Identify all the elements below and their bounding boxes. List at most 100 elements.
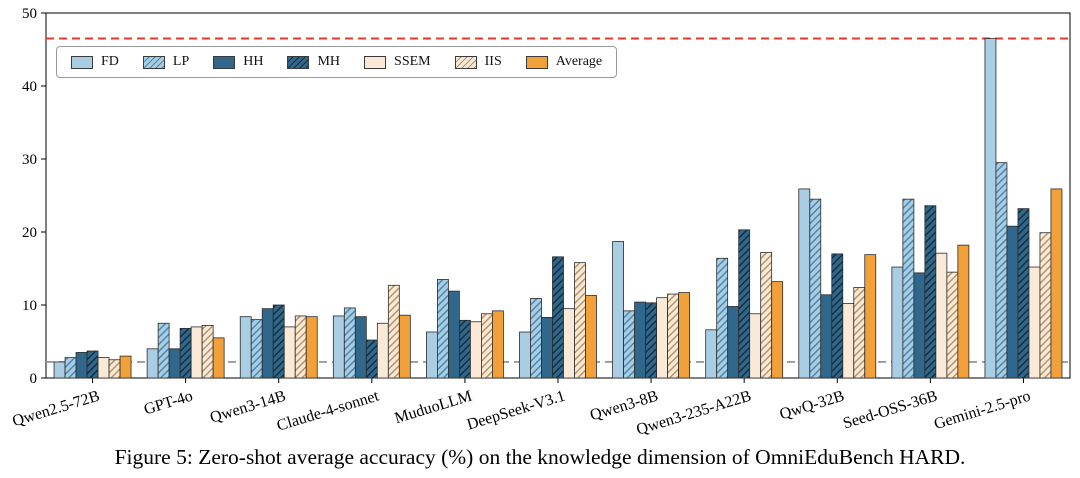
- bar-SSEM: [656, 297, 668, 379]
- bar-LP: [157, 322, 170, 379]
- bar-FD: [332, 315, 345, 379]
- bar-FD: [891, 266, 904, 379]
- bar-IIS: [946, 271, 959, 379]
- bar-Average: [492, 310, 504, 379]
- bar-LP: [716, 257, 729, 379]
- legend-label: IIS: [484, 54, 502, 69]
- bar-MH: [552, 256, 564, 379]
- bar-LP: [250, 319, 263, 379]
- bar-MH: [272, 304, 285, 379]
- legend-item-Average: Average: [525, 54, 603, 70]
- x-tick-label: DeepSeek-V3.1: [465, 388, 567, 434]
- bar-LP: [343, 307, 356, 379]
- bar-Average: [305, 316, 318, 379]
- bar-HH: [261, 308, 274, 379]
- y-tick-label: 30: [22, 152, 37, 168]
- x-tick-label: GPT-4o: [142, 388, 195, 419]
- legend-label: HH: [243, 54, 264, 69]
- bar-Average: [212, 337, 225, 379]
- y-tick-label: 20: [22, 225, 37, 241]
- bar-SSEM: [842, 303, 855, 379]
- bar-IIS: [853, 287, 866, 379]
- legend-item-IIS: IIS: [454, 54, 502, 70]
- bar-IIS: [760, 252, 773, 379]
- bar-Average: [585, 295, 597, 379]
- legend-swatch-Average: [525, 55, 548, 69]
- bar-LP: [64, 357, 77, 379]
- bar-IIS: [574, 262, 586, 379]
- bar-LP: [809, 198, 822, 379]
- bar-Average: [1050, 188, 1063, 379]
- bar-FD: [426, 331, 438, 379]
- legend-label: SSEM: [394, 54, 431, 69]
- bar-HH: [354, 316, 367, 379]
- bar-IIS: [108, 359, 121, 379]
- bar-FD: [798, 188, 811, 379]
- legend-item-LP: LP: [142, 54, 190, 70]
- bar-MH: [738, 229, 751, 379]
- x-tick-label: Qwen2.5-72B: [10, 388, 101, 431]
- legend: FD LP HH MH SSEM IIS Average: [56, 46, 618, 78]
- bar-LP: [995, 162, 1008, 379]
- x-tick-label: QwQ-32B: [778, 388, 847, 424]
- legend-label: MH: [317, 54, 341, 69]
- bar-SSEM: [935, 252, 948, 379]
- legend-item-SSEM: SSEM: [364, 54, 431, 70]
- bar-MH: [645, 302, 657, 379]
- legend-swatch-IIS: [454, 55, 477, 69]
- legend-label: Average: [555, 54, 603, 69]
- bar-HH: [913, 272, 926, 379]
- bar-MH: [831, 253, 844, 379]
- bar-FD: [984, 38, 997, 379]
- legend-label: FD: [101, 54, 119, 69]
- bar-HH: [1006, 225, 1019, 379]
- bar-MH: [459, 319, 471, 379]
- bar-FD: [612, 241, 624, 379]
- y-tick-label: 50: [22, 6, 37, 22]
- y-tick-label: 40: [22, 79, 37, 95]
- bar-IIS: [294, 315, 307, 379]
- bar-Average: [771, 281, 784, 379]
- bar-IIS: [667, 293, 679, 379]
- y-tick-label: 10: [22, 298, 37, 314]
- bar-HH: [820, 294, 833, 379]
- bar-HH: [541, 317, 553, 379]
- bar-IIS: [387, 284, 400, 379]
- bar-HH: [448, 290, 460, 379]
- bar-FD: [705, 329, 718, 379]
- bar-Average: [957, 244, 970, 379]
- bar-FD: [239, 316, 252, 379]
- bar-SSEM: [97, 357, 110, 379]
- bar-FD: [146, 348, 159, 379]
- bar-IIS: [1039, 232, 1052, 379]
- legend-swatch-FD: [71, 55, 93, 69]
- legend-swatch-HH: [213, 55, 236, 69]
- legend-item-MH: MH: [287, 54, 340, 70]
- bar-Average: [398, 314, 411, 379]
- bar-HH: [168, 348, 181, 379]
- bar-SSEM: [563, 308, 575, 379]
- legend-swatch-LP: [142, 55, 165, 69]
- legend-swatch-MH: [287, 55, 310, 69]
- bar-LP: [902, 198, 915, 379]
- legend-item-HH: HH: [213, 54, 263, 70]
- x-tick-label: Gemini-2.5-pro: [932, 388, 1033, 433]
- y-tick-label: 0: [30, 371, 38, 387]
- bar-SSEM: [376, 322, 389, 379]
- legend-swatch-SSEM: [364, 55, 387, 69]
- bar-MH: [924, 205, 937, 379]
- bar-MH: [1017, 208, 1030, 379]
- bar-MH: [365, 339, 378, 379]
- bar-Average: [678, 292, 690, 379]
- bar-Average: [119, 355, 132, 379]
- bar-LP: [530, 298, 542, 379]
- legend-label: LP: [172, 54, 190, 69]
- bar-LP: [437, 279, 449, 379]
- bar-SSEM: [749, 313, 762, 379]
- bar-MH: [86, 350, 99, 379]
- bar-HH: [75, 352, 88, 379]
- bar-FD: [519, 331, 531, 379]
- bar-MH: [179, 327, 192, 379]
- x-tick-label: Seed-OSS-36B: [841, 388, 939, 433]
